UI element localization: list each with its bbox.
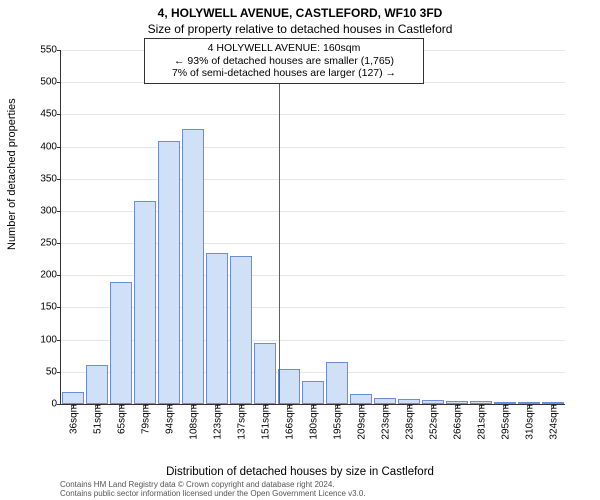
xtick-label: 94sqm — [163, 404, 176, 434]
footer-line2: Contains public sector information licen… — [60, 489, 366, 498]
title-sub: Size of property relative to detached ho… — [0, 20, 600, 36]
bar-slot: 209sqm — [349, 50, 373, 404]
bar-slot: 79sqm — [133, 50, 157, 404]
ytick-label: 50 — [46, 366, 61, 377]
ytick-label: 0 — [51, 399, 61, 410]
bar-slot: 195sqm — [325, 50, 349, 404]
x-axis-label: Distribution of detached houses by size … — [0, 466, 600, 478]
bar-slot: 180sqm — [301, 50, 325, 404]
ytick-label: 400 — [40, 141, 61, 152]
callout-line1: 4 HOLYWELL AVENUE: 160sqm — [149, 42, 419, 55]
bar-slot: 51sqm — [85, 50, 109, 404]
xtick-label: 137sqm — [235, 404, 248, 440]
bar-slot: 36sqm — [61, 50, 85, 404]
bar — [182, 129, 205, 404]
bar-slot: 266sqm — [445, 50, 469, 404]
bar-slot: 108sqm — [181, 50, 205, 404]
bar — [158, 141, 181, 404]
bar — [110, 282, 133, 404]
bar-slot: 295sqm — [493, 50, 517, 404]
xtick-label: 180sqm — [307, 404, 320, 440]
bar-slot: 252sqm — [421, 50, 445, 404]
xtick-label: 324sqm — [547, 404, 560, 440]
callout-line2: ← 93% of detached houses are smaller (1,… — [149, 55, 419, 68]
bar — [230, 256, 253, 404]
bar-slot: 324sqm — [541, 50, 565, 404]
xtick-label: 36sqm — [67, 404, 80, 434]
ytick-label: 150 — [40, 302, 61, 313]
ytick-label: 550 — [40, 45, 61, 56]
xtick-label: 51sqm — [91, 404, 104, 434]
bar-slot: 137sqm — [229, 50, 253, 404]
bar-slot: 123sqm — [205, 50, 229, 404]
xtick-label: 166sqm — [283, 404, 296, 440]
xtick-label: 295sqm — [499, 404, 512, 440]
bar-slot: 151sqm — [253, 50, 277, 404]
xtick-label: 123sqm — [211, 404, 224, 440]
bar-slot: 238sqm — [397, 50, 421, 404]
xtick-label: 266sqm — [451, 404, 464, 440]
xtick-label: 310sqm — [523, 404, 536, 440]
bar-slot: 94sqm — [157, 50, 181, 404]
bar-slot: 166sqm — [277, 50, 301, 404]
ytick-label: 200 — [40, 270, 61, 281]
ytick-label: 500 — [40, 77, 61, 88]
bars-group: 36sqm51sqm65sqm79sqm94sqm108sqm123sqm137… — [61, 50, 565, 404]
chart-container: 4, HOLYWELL AVENUE, CASTLEFORD, WF10 3FD… — [0, 0, 600, 500]
bar-slot: 65sqm — [109, 50, 133, 404]
xtick-label: 223sqm — [379, 404, 392, 440]
chart-inner: 050100150200250300350400450500550 36sqm5… — [60, 50, 565, 405]
xtick-label: 281sqm — [475, 404, 488, 440]
bar — [206, 253, 229, 404]
xtick-label: 108sqm — [187, 404, 200, 440]
bar — [326, 362, 349, 404]
bar — [86, 365, 109, 404]
xtick-label: 252sqm — [427, 404, 440, 440]
ytick-label: 300 — [40, 205, 61, 216]
ytick-label: 450 — [40, 109, 61, 120]
footer-note: Contains HM Land Registry data © Crown c… — [60, 480, 366, 498]
xtick-label: 79sqm — [139, 404, 152, 434]
callout-box: 4 HOLYWELL AVENUE: 160sqm ← 93% of detac… — [144, 38, 424, 84]
xtick-label: 209sqm — [355, 404, 368, 440]
ytick-label: 250 — [40, 238, 61, 249]
xtick-label: 195sqm — [331, 404, 344, 440]
bar-slot: 310sqm — [517, 50, 541, 404]
title-main: 4, HOLYWELL AVENUE, CASTLEFORD, WF10 3FD — [0, 0, 600, 20]
y-axis-label: Number of detached properties — [6, 98, 18, 250]
bar-slot: 281sqm — [469, 50, 493, 404]
bar-slot: 223sqm — [373, 50, 397, 404]
bar — [134, 201, 157, 404]
xtick-label: 151sqm — [259, 404, 272, 440]
bar — [278, 369, 301, 404]
plot-area: 050100150200250300350400450500550 36sqm5… — [60, 50, 565, 405]
callout-line3: 7% of semi-detached houses are larger (1… — [149, 67, 419, 80]
bar — [254, 343, 277, 404]
footer-line1: Contains HM Land Registry data © Crown c… — [60, 480, 366, 489]
bar — [302, 381, 325, 404]
bar — [62, 392, 85, 404]
reference-line — [279, 50, 280, 404]
xtick-label: 238sqm — [403, 404, 416, 440]
ytick-label: 350 — [40, 173, 61, 184]
ytick-label: 100 — [40, 334, 61, 345]
bar — [350, 394, 373, 404]
xtick-label: 65sqm — [115, 404, 128, 434]
